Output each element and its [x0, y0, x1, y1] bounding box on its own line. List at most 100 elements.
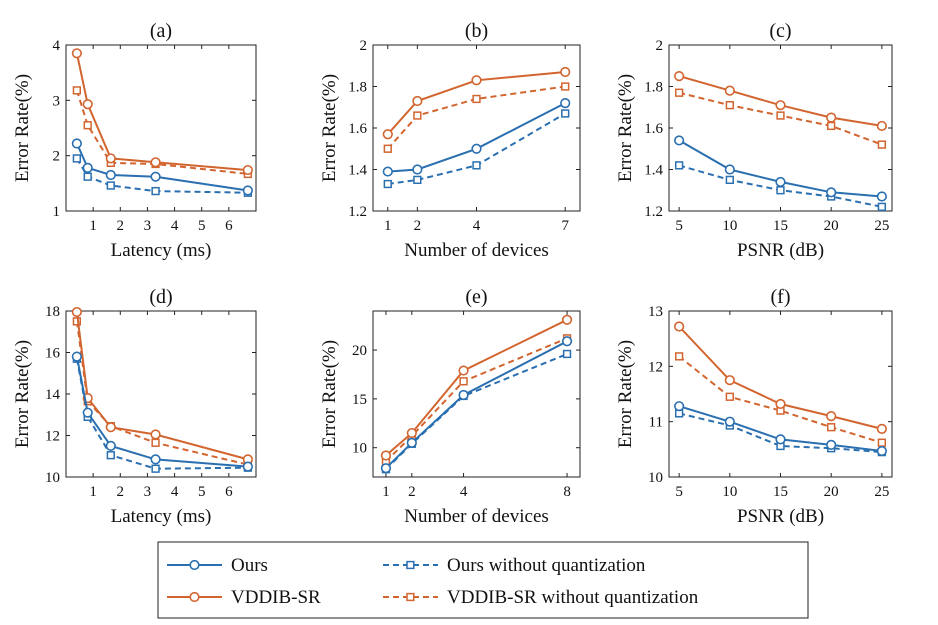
series-line-vddib-sr-without-quantization: [385, 337, 568, 463]
data-point-vddib-sr-without-quantization: [472, 94, 481, 104]
legend-label-ours: Ours: [231, 555, 268, 576]
series-line-ours-without-quantization: [678, 412, 882, 454]
legend-label-ours-nq: Ours without quantization: [447, 555, 646, 576]
y-tick-label: 1.2: [644, 204, 663, 220]
series-line-ours-without-quantization: [387, 112, 566, 185]
data-point-ours: [150, 171, 161, 182]
y-tick-label: 1.6: [644, 121, 663, 137]
data-point-vddib-sr: [105, 153, 116, 164]
legend: Ours Ours without quantization VDDIB-SR VDD…: [157, 541, 809, 619]
axes-box: [372, 310, 581, 478]
data-point-vddib-sr: [561, 314, 573, 325]
y-tick-label: 1.6: [348, 121, 367, 137]
data-point-ours: [826, 187, 837, 198]
data-point-ours-without-quantization: [472, 161, 481, 170]
series-line-ours: [385, 340, 568, 469]
x-tick-label: 15: [773, 218, 788, 234]
data-point-vddib-sr: [674, 321, 685, 332]
x-tick-label: 2: [117, 218, 125, 234]
data-point-ours-without-quantization: [383, 179, 392, 189]
data-point-vddib-sr-without-quantization: [725, 392, 734, 401]
data-point-ours-without-quantization: [106, 181, 115, 190]
data-point-vddib-sr: [724, 375, 735, 386]
series-line-ours: [387, 102, 566, 173]
data-point-vddib-sr: [458, 365, 469, 376]
data-point-vddib-sr-without-quantization: [674, 352, 684, 361]
data-point-vddib-sr-without-quantization: [776, 111, 785, 120]
x-axis-label: Number of devices: [404, 506, 549, 527]
x-tick-label: 1: [384, 218, 392, 234]
x-tick-label: 25: [874, 484, 889, 500]
x-tick-label: 25: [874, 218, 889, 234]
x-tick-label: 3: [144, 484, 152, 500]
data-point-ours: [105, 169, 116, 181]
data-point-vddib-sr-without-quantization: [413, 111, 422, 120]
series-line-vddib-sr: [75, 53, 248, 172]
data-point-vddib-sr: [826, 112, 837, 123]
data-point-ours: [458, 389, 469, 401]
y-tick-label: 15: [352, 392, 367, 408]
x-tick-label: 4: [473, 218, 481, 234]
data-point-vddib-sr: [412, 95, 423, 107]
y-tick-label: 20: [352, 343, 367, 359]
series-line-ours-without-quantization: [385, 353, 568, 470]
data-point-ours: [826, 439, 837, 451]
y-tick-label: 10: [45, 470, 60, 486]
x-tick-label: 2: [117, 484, 125, 500]
axes-box: [372, 44, 581, 212]
x-tick-label: 2: [414, 218, 422, 234]
x-tick-label: 7: [561, 218, 569, 234]
data-point-ours: [724, 164, 735, 175]
data-point-ours-without-quantization: [413, 175, 422, 185]
data-point-vddib-sr: [724, 85, 735, 96]
data-point-vddib-sr: [826, 411, 837, 422]
panel-title: (b): [465, 20, 488, 42]
y-axis-label: Error Rate(%): [12, 74, 33, 182]
data-point-ours-without-quantization: [151, 186, 160, 196]
x-tick-label: 10: [722, 484, 737, 500]
data-point-vddib-sr-without-quantization: [674, 88, 684, 97]
data-point-vddib-sr: [71, 306, 82, 318]
data-point-ours: [876, 445, 887, 457]
x-tick-label: 1: [89, 484, 97, 500]
panel-f: 5 10 15 20 25 10 11 12 13 (f) PSNR (dB) Error Rate(…: [615, 286, 893, 527]
data-point-ours-without-quantization: [776, 186, 785, 195]
x-tick-label: 4: [171, 484, 179, 500]
data-point-ours: [406, 437, 417, 448]
legend-marker-vddib: [189, 591, 200, 603]
y-tick-label: 10: [352, 441, 367, 457]
series-line-vddib-sr-without-quantization: [75, 321, 249, 466]
data-point-ours-without-quantization: [151, 464, 160, 473]
data-point-vddib-sr: [82, 99, 93, 110]
y-tick-label: 1.8: [644, 80, 663, 96]
data-point-ours: [150, 454, 161, 465]
data-point-ours: [674, 401, 685, 412]
x-tick-label: 1: [89, 218, 97, 234]
x-tick-label: 4: [460, 484, 468, 500]
y-tick-label: 1.8: [348, 80, 367, 96]
data-point-vddib-sr: [876, 423, 887, 434]
x-tick-label: 20: [824, 484, 839, 500]
x-tick-label: 1: [382, 484, 390, 500]
y-tick-label: 16: [45, 346, 61, 362]
x-tick-label: 20: [824, 218, 839, 234]
series-line-vddib-sr: [385, 318, 568, 457]
data-point-ours-without-quantization: [674, 161, 684, 170]
series-line-vddib-sr-without-quantization: [75, 90, 249, 175]
y-tick-label: 10: [648, 470, 663, 486]
x-tick-label: 15: [773, 484, 788, 500]
axes-box: [65, 310, 257, 478]
data-point-ours-without-quantization: [561, 109, 570, 118]
data-point-vddib-sr: [242, 164, 253, 176]
legend-marker-ours-nq: [406, 560, 415, 570]
legend-label-vddib-nq: VDDIB-SR without quantization: [447, 587, 699, 608]
y-axis-label: Error Rate(%): [615, 74, 636, 182]
y-tick-label: 1.4: [348, 163, 367, 179]
y-tick-label: 1: [53, 204, 61, 220]
data-point-ours: [775, 434, 786, 445]
data-point-ours: [105, 440, 116, 451]
data-point-ours: [775, 176, 786, 188]
series-line-vddib-sr-without-quantization: [387, 85, 566, 150]
data-point-ours-without-quantization: [725, 175, 734, 185]
